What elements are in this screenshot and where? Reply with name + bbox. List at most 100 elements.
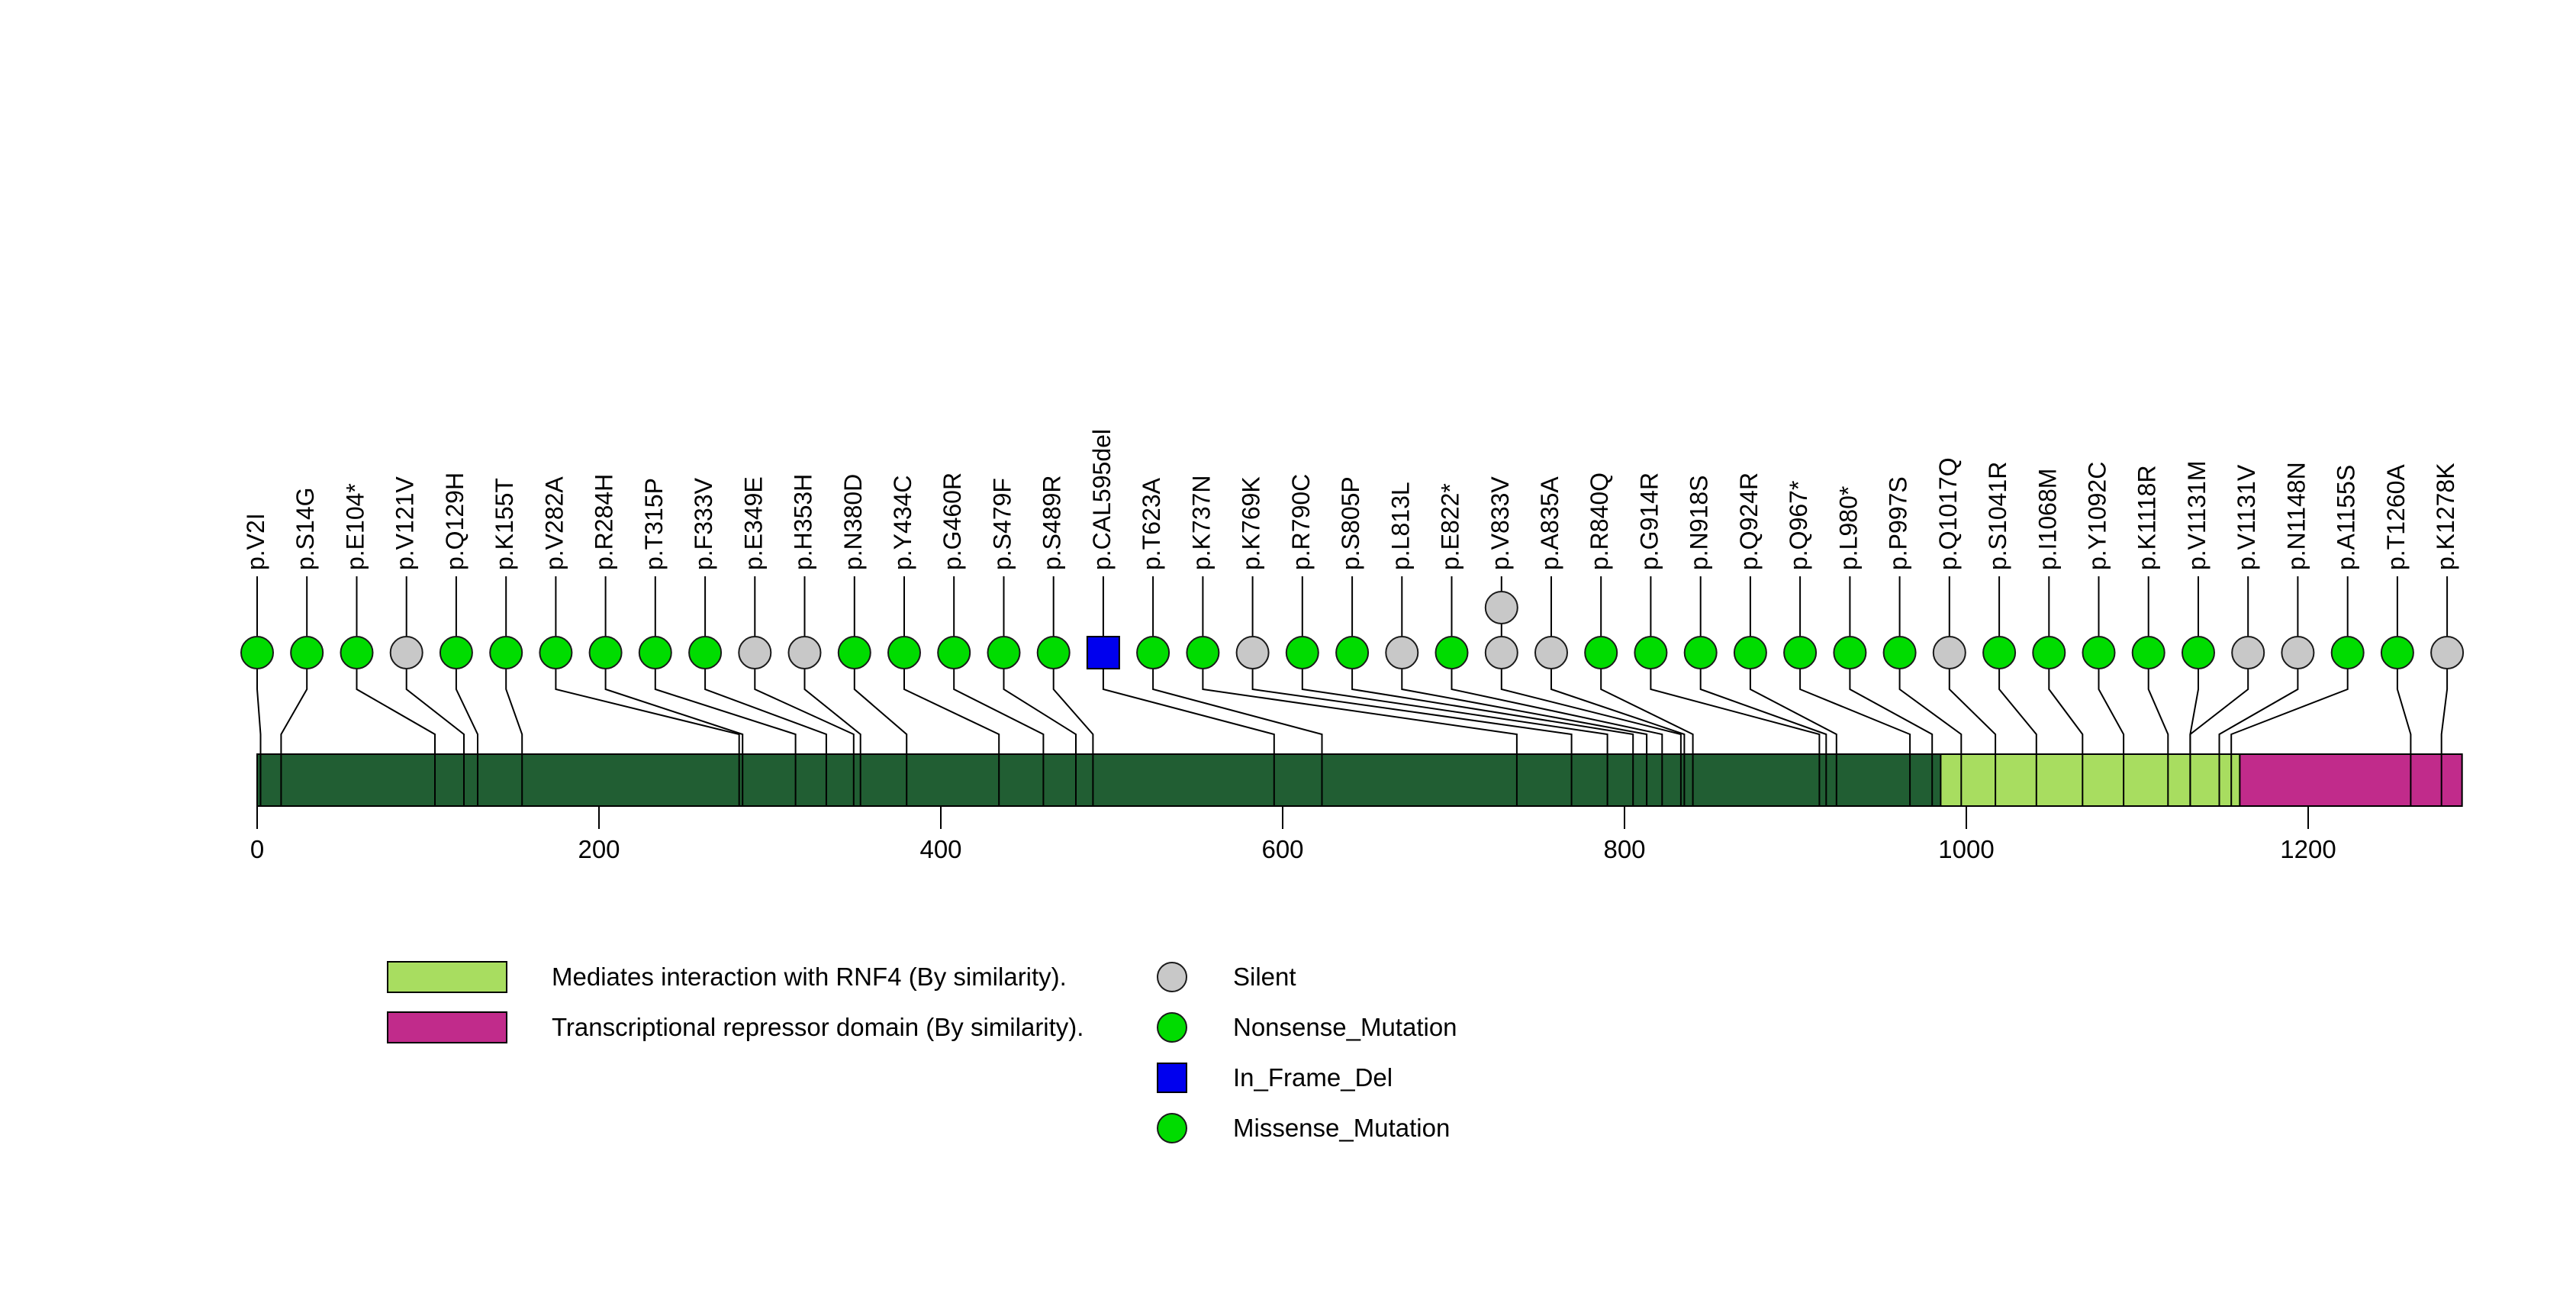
- mutation-label: p.T1260A: [2382, 464, 2410, 570]
- repressor-domain-label: Transcriptional repressor domain (By sim…: [552, 1013, 1084, 1041]
- lollipop-connector: [1351, 576, 1634, 806]
- lollipop-connector: [2189, 576, 2249, 806]
- lollipop-connector: [1749, 576, 1837, 806]
- lollipop-connector: [1948, 576, 1997, 806]
- lollipop-connector: [1650, 576, 1821, 806]
- mutation-label: p.T315P: [640, 478, 668, 570]
- lollipop-connector: [505, 576, 523, 806]
- mutation-label: p.N380D: [839, 474, 867, 570]
- mutation-marker-circle: [2182, 636, 2215, 669]
- mutation-label: p.K1118R: [2133, 465, 2161, 570]
- lollipop-connector: [1600, 576, 1694, 806]
- silent-marker-icon: [1157, 962, 1187, 992]
- mutation-marker-circle: [2330, 636, 2365, 669]
- lollipop-connector: [1102, 576, 1275, 806]
- lollipop-connector: [2230, 576, 2349, 806]
- mutation-marker-circle: [1484, 636, 1518, 669]
- axis-tick-label: 1000: [1938, 835, 1994, 863]
- mutation-label: p.K769K: [1238, 476, 1265, 570]
- lollipop-connector: [256, 576, 262, 806]
- mutation-marker-circle: [1534, 636, 1568, 669]
- mutation-label: p.N1148N: [2282, 462, 2310, 570]
- lollipop-connector: [1451, 576, 1663, 806]
- mutation-label: p.S1041R: [1984, 462, 2011, 570]
- mutation-label: p.V1131M: [2183, 461, 2211, 571]
- mutation-marker-circle: [1733, 636, 1767, 669]
- mutation-label: p.V2I: [242, 513, 269, 570]
- mutation-label: p.S805P: [1337, 476, 1364, 570]
- nonsense-marker-icon: [1157, 1012, 1187, 1043]
- lollipop-connector: [2098, 576, 2125, 806]
- mutation-marker-circle: [987, 636, 1021, 669]
- axis-tick-label: 200: [578, 835, 620, 863]
- rnf4-domain-swatch: [387, 961, 507, 993]
- mutation-label: p.S479F: [989, 478, 1016, 570]
- mutation-marker-circle: [1683, 636, 1718, 669]
- lollipop-connector: [1898, 576, 1963, 806]
- mutation-marker-circle: [1235, 636, 1270, 669]
- legend-row-silent: Silent: [1156, 961, 1457, 993]
- mutation-marker-circle: [439, 636, 473, 669]
- mutation-marker-circle: [837, 636, 871, 669]
- legend-row-missense: Missense_Mutation: [1156, 1112, 1457, 1144]
- lollipop-connector: [903, 576, 1000, 806]
- lollipop-connector: [555, 576, 740, 806]
- mutation-marker-circle: [2430, 636, 2465, 669]
- mutation-label: p.G460R: [939, 472, 966, 570]
- mutation-label: p.T623A: [1138, 477, 1165, 570]
- mutation-marker-circle: [1186, 636, 1220, 669]
- mutation-marker-circle: [1435, 636, 1469, 669]
- lollipop-connector: [1152, 576, 1323, 806]
- lollipop-connector: [853, 576, 908, 806]
- mutation-marker-circle: [1634, 636, 1668, 669]
- mutation-label: p.Y434C: [889, 475, 916, 570]
- lollipop-connector: [803, 576, 861, 806]
- mutation-marker-circle: [588, 636, 623, 669]
- mutation-marker-circle: [1385, 636, 1419, 669]
- mutation-marker-circle: [1882, 636, 1917, 669]
- mutation-label: p.A835A: [1536, 476, 1563, 570]
- lollipop-connector: [654, 576, 797, 806]
- domain-legend-row-rnf4: Mediates interaction with RNF4 (By simil…: [387, 961, 1084, 993]
- mutation-marker-circle: [1285, 636, 1319, 669]
- domain-rnf4-interaction: [1940, 753, 2241, 807]
- lollipop-connector: [1301, 576, 1608, 806]
- mutation-marker-circle: [1833, 636, 1867, 669]
- mutation-label: p.Q1017Q: [1934, 457, 1962, 570]
- lollipop-connector: [280, 576, 308, 806]
- mutation-label: p.R840Q: [1586, 472, 1613, 570]
- mutation-marker-circle: [539, 636, 573, 669]
- mutation-marker-circle: [1584, 636, 1618, 669]
- axis-tick-label: 800: [1603, 835, 1645, 863]
- rnf4-domain-label: Mediates interaction with RNF4 (By simil…: [552, 963, 1067, 991]
- lollipop-connector: [2147, 576, 2169, 806]
- mutation-marker-circle: [1136, 636, 1170, 669]
- mutation-label: p.H353H: [790, 474, 817, 570]
- mutation-marker-circle: [1484, 591, 1518, 624]
- mutation-marker-circle: [2231, 636, 2265, 669]
- mutation-label: p.E349E: [739, 476, 767, 570]
- legend-row-inframedel: In_Frame_Del: [1156, 1062, 1457, 1094]
- inframedel-label: In_Frame_Del: [1233, 1063, 1393, 1092]
- mutation-label: p.K155T: [491, 478, 518, 570]
- mutation-label: p.P997S: [1885, 476, 1912, 570]
- mutation-label: p.Q967*: [1785, 481, 1812, 570]
- mutation-label: p.CAL595del: [1088, 429, 1116, 570]
- mutation-label: p.I1068M: [2033, 469, 2061, 570]
- mutation-marker-circle: [937, 636, 971, 669]
- mutation-marker-circle: [340, 636, 374, 669]
- lollipop-connector: [1251, 576, 1573, 806]
- mutation-marker-circle: [2281, 636, 2315, 669]
- lollipop-connector: [1003, 576, 1077, 806]
- mutation-marker-circle: [1982, 636, 2017, 669]
- mutation-marker-square: [1086, 636, 1120, 669]
- mutation-marker-circle: [1783, 636, 1818, 669]
- silent-label: Silent: [1233, 963, 1296, 991]
- mutation-marker-circle: [1335, 636, 1370, 669]
- lollipop-connector: [356, 576, 436, 806]
- mutation-label: p.Q924R: [1735, 472, 1763, 570]
- mutation-marker-circle: [2082, 636, 2116, 669]
- mutation-label: p.L980*: [1834, 486, 1862, 570]
- mutation-label: p.R790C: [1287, 474, 1315, 570]
- lollipop-connector: [1550, 576, 1686, 806]
